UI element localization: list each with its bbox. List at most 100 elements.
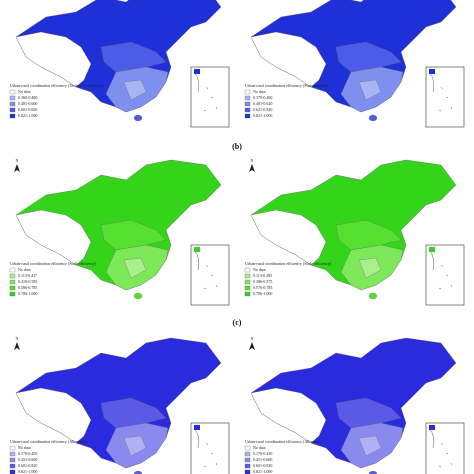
region bbox=[100, 41, 167, 73]
legend-swatch bbox=[9, 273, 16, 279]
inset-coast bbox=[193, 71, 218, 112]
legend-swatch bbox=[9, 463, 16, 469]
legend-swatch bbox=[9, 451, 16, 457]
region bbox=[123, 435, 147, 457]
legend-swatch bbox=[9, 267, 16, 273]
figure-label: (b) bbox=[232, 142, 242, 151]
region bbox=[335, 219, 402, 251]
inset-region bbox=[429, 425, 435, 430]
legend-swatch bbox=[244, 463, 251, 469]
region bbox=[358, 79, 382, 101]
map-panel: N Urban-rural coordination efficiency (Al… bbox=[244, 336, 465, 474]
legend-label: 0.821-1.000 bbox=[18, 113, 37, 118]
legend-swatch bbox=[244, 285, 251, 291]
map-panel: N Urban-rural coordination efficiency (Al… bbox=[9, 336, 230, 474]
legend-swatch bbox=[244, 95, 251, 101]
legend-label: 0.601-0.820 bbox=[18, 463, 37, 468]
legend-swatch bbox=[244, 273, 251, 279]
legend-label: No data bbox=[18, 267, 31, 272]
legend-label: 0.481-0.600 bbox=[18, 101, 37, 106]
region bbox=[250, 209, 327, 266]
legend-swatch bbox=[9, 107, 16, 113]
island bbox=[133, 470, 143, 474]
legend-title: Urban-rural coordination efficiency (Sca… bbox=[245, 261, 332, 266]
legend-label: 0.821-1.000 bbox=[253, 469, 272, 474]
region bbox=[250, 31, 327, 88]
legend-swatch bbox=[9, 469, 16, 474]
legend-label: 0.401-0.620 bbox=[253, 101, 272, 106]
region bbox=[358, 435, 382, 457]
legend-swatch bbox=[244, 291, 251, 297]
legend-label: 0.451-0.600 bbox=[253, 457, 272, 462]
legend-label: 0.786-1.000 bbox=[253, 291, 272, 296]
region bbox=[250, 387, 327, 444]
north-arrow bbox=[14, 342, 20, 350]
region bbox=[100, 397, 167, 429]
legend-swatch bbox=[9, 291, 16, 297]
north-arrow bbox=[249, 342, 255, 350]
island bbox=[368, 292, 378, 300]
legend-title: Urban-rural coordination efficiency (All… bbox=[245, 439, 323, 444]
legend-label: No data bbox=[18, 445, 31, 450]
legend-label: 0.601-0.820 bbox=[18, 107, 37, 112]
inset-region bbox=[429, 69, 435, 74]
north-arrow bbox=[14, 164, 20, 172]
legend-label: 0.786-1.000 bbox=[18, 291, 37, 296]
inset-region bbox=[194, 425, 200, 430]
legend-label: 0.113-0.385 bbox=[253, 273, 272, 278]
legend-label: 0.601-0.820 bbox=[253, 463, 272, 468]
legend-title: Urban-rural coordination efficiency (Sca… bbox=[10, 261, 97, 266]
legend-label: 0.360-0.480 bbox=[18, 95, 37, 100]
north-arrow bbox=[249, 164, 255, 172]
inset-coast bbox=[428, 249, 453, 290]
legend-label: 0.621-0.820 bbox=[253, 107, 272, 112]
map-panel: Urban-rural coordination efficiency (Pur… bbox=[244, 0, 465, 128]
legend-swatch bbox=[9, 101, 16, 107]
island bbox=[133, 292, 143, 300]
legend-title: Urban-rural coordination efficiency (All… bbox=[10, 439, 88, 444]
inset-box bbox=[190, 422, 230, 474]
north-label: N bbox=[251, 336, 254, 341]
inset-region bbox=[194, 247, 200, 252]
map-panel: N Urban-rural coordination efficiency (Sc… bbox=[244, 158, 465, 306]
inset-coast bbox=[428, 427, 453, 468]
legend-swatch bbox=[244, 107, 251, 113]
legend-label: 0.170-0.450 bbox=[253, 451, 272, 456]
figure-label: (c) bbox=[233, 318, 242, 327]
region bbox=[358, 257, 382, 279]
legend-label: 0.576-0.785 bbox=[253, 285, 272, 290]
legend-swatch bbox=[9, 285, 16, 291]
map-panel: Urban-rural coordination efficiency (Tec… bbox=[9, 0, 230, 128]
legend-swatch bbox=[244, 279, 251, 285]
legend-swatch bbox=[244, 267, 251, 273]
legend-swatch bbox=[9, 113, 16, 119]
inset-box bbox=[425, 422, 465, 474]
region bbox=[100, 219, 167, 251]
region bbox=[15, 209, 92, 266]
legend-swatch bbox=[244, 89, 251, 95]
legend-swatch bbox=[244, 469, 251, 474]
inset-coast bbox=[428, 71, 453, 112]
legend-label: 0.821-1.000 bbox=[253, 113, 272, 118]
legend-label: 0.113-0.417 bbox=[18, 273, 37, 278]
region bbox=[15, 31, 92, 88]
legend-swatch bbox=[244, 101, 251, 107]
legend-swatch bbox=[244, 445, 251, 451]
island bbox=[133, 114, 143, 122]
inset-coast bbox=[193, 249, 218, 290]
north-label: N bbox=[251, 158, 254, 163]
inset-coast bbox=[193, 427, 218, 468]
legend-label: 0.821-1.000 bbox=[18, 469, 37, 474]
legend-swatch bbox=[244, 457, 251, 463]
legend-label: 0.586-0.785 bbox=[18, 285, 37, 290]
region bbox=[123, 257, 147, 279]
region bbox=[335, 397, 402, 429]
region bbox=[15, 387, 92, 444]
north-label: N bbox=[16, 158, 19, 163]
map-panel: N Urban-rural coordination efficiency (Sc… bbox=[9, 158, 230, 306]
legend-label: 0.170-0.450 bbox=[18, 451, 37, 456]
region bbox=[335, 41, 402, 73]
island bbox=[368, 114, 378, 122]
